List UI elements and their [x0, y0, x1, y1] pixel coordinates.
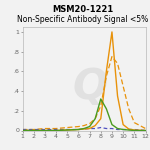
Text: Non-Specific Antibody Signal <5%: Non-Specific Antibody Signal <5% — [17, 15, 148, 24]
Text: Q: Q — [72, 66, 108, 108]
Text: MSM20-1221: MSM20-1221 — [52, 4, 113, 14]
